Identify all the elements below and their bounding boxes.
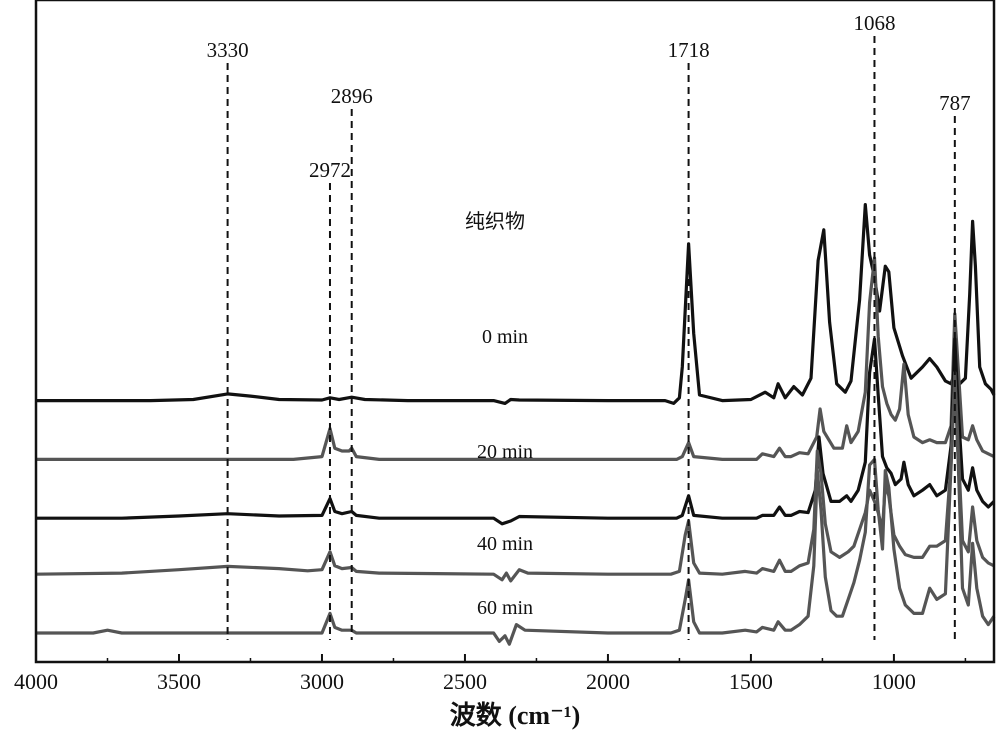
x-axis-label: 波数 (cm⁻¹) bbox=[450, 701, 581, 730]
x-tick-label: 3000 bbox=[300, 669, 344, 694]
series-label: 0 min bbox=[482, 326, 528, 348]
series-line-纯织物 bbox=[36, 205, 994, 404]
x-tick-label: 4000 bbox=[14, 669, 58, 694]
annotation-label-787: 787 bbox=[939, 91, 971, 115]
series-line-20-min bbox=[36, 339, 994, 524]
x-tick-label: 3500 bbox=[157, 669, 201, 694]
series-label: 纯织物 bbox=[465, 210, 525, 233]
annotation-label-3330: 3330 bbox=[207, 38, 249, 62]
annotation-label-1718: 1718 bbox=[668, 38, 710, 62]
series-label: 40 min bbox=[477, 533, 533, 555]
annotation-label-2972: 2972 bbox=[309, 158, 351, 182]
x-tick-label: 2000 bbox=[586, 669, 630, 694]
series-line-0-min bbox=[36, 258, 994, 460]
annotation-label-2896: 2896 bbox=[331, 84, 373, 108]
annotation-label-1068: 1068 bbox=[853, 11, 895, 35]
x-axis: 4000 3500 3000 2500 2000 1500 1000 bbox=[14, 654, 965, 694]
series-layer: 纯织物 0 min 20 min 40 min 60 min bbox=[36, 205, 994, 645]
x-tick-label: 1000 bbox=[872, 669, 916, 694]
series-label: 20 min bbox=[477, 441, 533, 463]
x-tick-label: 2500 bbox=[443, 669, 487, 694]
series-label: 60 min bbox=[477, 597, 533, 619]
x-tick-label: 1500 bbox=[729, 669, 773, 694]
